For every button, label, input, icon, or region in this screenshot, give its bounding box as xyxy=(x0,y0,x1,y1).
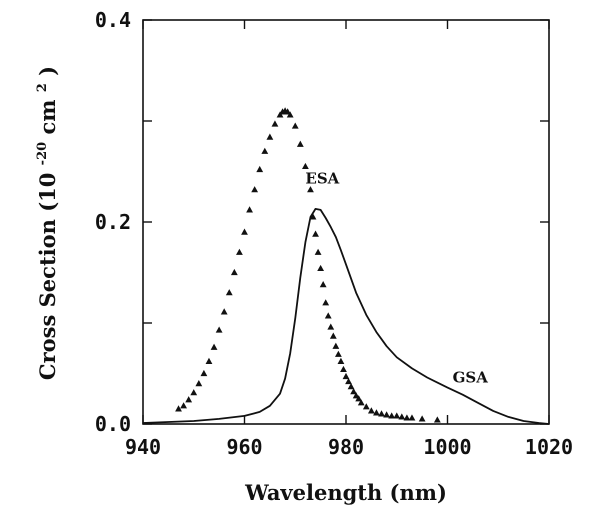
data-point-esa xyxy=(256,165,264,173)
data-point-esa xyxy=(190,389,198,396)
data-point-esa xyxy=(334,350,342,357)
plot-series xyxy=(142,107,550,425)
data-point-esa xyxy=(175,405,182,412)
data-point-esa xyxy=(332,342,340,349)
data-point-esa xyxy=(403,414,411,421)
y-axis-title-close: ) xyxy=(35,66,60,76)
data-point-esa xyxy=(322,299,330,306)
annotation-esa: ESA xyxy=(305,170,339,188)
y-axis-title-unit-exponent: 2 xyxy=(35,83,50,92)
data-point-esa xyxy=(205,357,213,364)
data-point-esa xyxy=(367,407,375,414)
data-point-esa xyxy=(383,411,390,418)
data-point-esa xyxy=(241,228,248,235)
data-point-esa xyxy=(195,380,203,387)
data-point-esa xyxy=(329,332,337,339)
data-point-esa xyxy=(373,409,380,416)
data-point-esa xyxy=(302,162,309,170)
data-point-esa xyxy=(317,264,325,272)
data-point-esa xyxy=(408,414,416,421)
data-point-esa xyxy=(362,403,370,410)
data-point-esa xyxy=(271,120,279,127)
y-tick-label: 0.0 xyxy=(95,412,131,436)
data-point-esa xyxy=(215,326,223,333)
y-axis-title-unit: cm xyxy=(35,99,60,134)
data-point-esa xyxy=(251,186,259,193)
data-point-esa xyxy=(355,395,363,402)
data-point-esa xyxy=(200,369,208,377)
data-point-esa xyxy=(266,133,274,140)
data-point-esa xyxy=(327,323,335,330)
data-point-esa xyxy=(388,412,396,419)
data-point-esa xyxy=(261,147,269,154)
plot-frame xyxy=(142,19,550,425)
y-axis-title-exponent: -20 xyxy=(35,142,50,166)
x-tick-label: 940 xyxy=(125,435,161,459)
data-point-esa xyxy=(185,396,193,403)
x-tick-label: 1000 xyxy=(423,435,471,459)
y-tick-label: 0.2 xyxy=(95,210,131,234)
data-point-esa xyxy=(319,281,327,288)
data-point-esa xyxy=(418,415,426,422)
data-point-esa xyxy=(345,377,352,385)
y-axis-title: Cross Section (10 -20 cm 2 ) xyxy=(26,66,60,380)
y-tick-label: 0.4 xyxy=(95,8,131,32)
data-point-esa xyxy=(378,410,385,417)
y-axis-title-main: Cross Section (10 xyxy=(35,173,60,380)
data-point-esa xyxy=(340,365,347,373)
data-point-esa xyxy=(210,343,218,350)
data-point-esa xyxy=(350,388,358,395)
x-axis-title: Wavelength (nm) xyxy=(244,480,447,505)
data-point-esa xyxy=(246,206,253,213)
data-point-esa xyxy=(314,248,322,255)
data-point-esa xyxy=(337,357,345,364)
ticks: 940 960 980 1000 1020 0.0 0.2 0.4 xyxy=(95,8,573,459)
data-point-esa xyxy=(324,312,332,319)
data-point-esa xyxy=(393,412,401,419)
x-tick-label: 1020 xyxy=(525,435,573,459)
data-point-esa xyxy=(286,111,294,118)
data-point-esa xyxy=(296,140,304,147)
data-point-esa xyxy=(433,416,441,423)
data-point-esa xyxy=(307,186,314,193)
axes xyxy=(142,19,550,425)
data-point-esa xyxy=(312,230,319,237)
data-point-esa xyxy=(357,399,365,406)
series-line-gsa xyxy=(142,208,550,425)
x-tick-label: 960 xyxy=(226,435,262,459)
data-point-esa xyxy=(180,402,187,409)
data-point-esa xyxy=(347,383,355,390)
data-point-esa xyxy=(398,413,406,420)
data-point-esa xyxy=(291,122,299,129)
data-point-esa xyxy=(342,372,350,380)
data-point-esa xyxy=(220,308,228,315)
labels: ESA GSA xyxy=(305,170,488,387)
data-point-esa xyxy=(225,289,233,296)
data-point-esa xyxy=(309,213,317,220)
annotation-gsa: GSA xyxy=(453,369,489,387)
data-point-esa xyxy=(230,268,238,276)
x-tick-label: 980 xyxy=(328,435,364,459)
data-point-esa xyxy=(236,248,243,255)
